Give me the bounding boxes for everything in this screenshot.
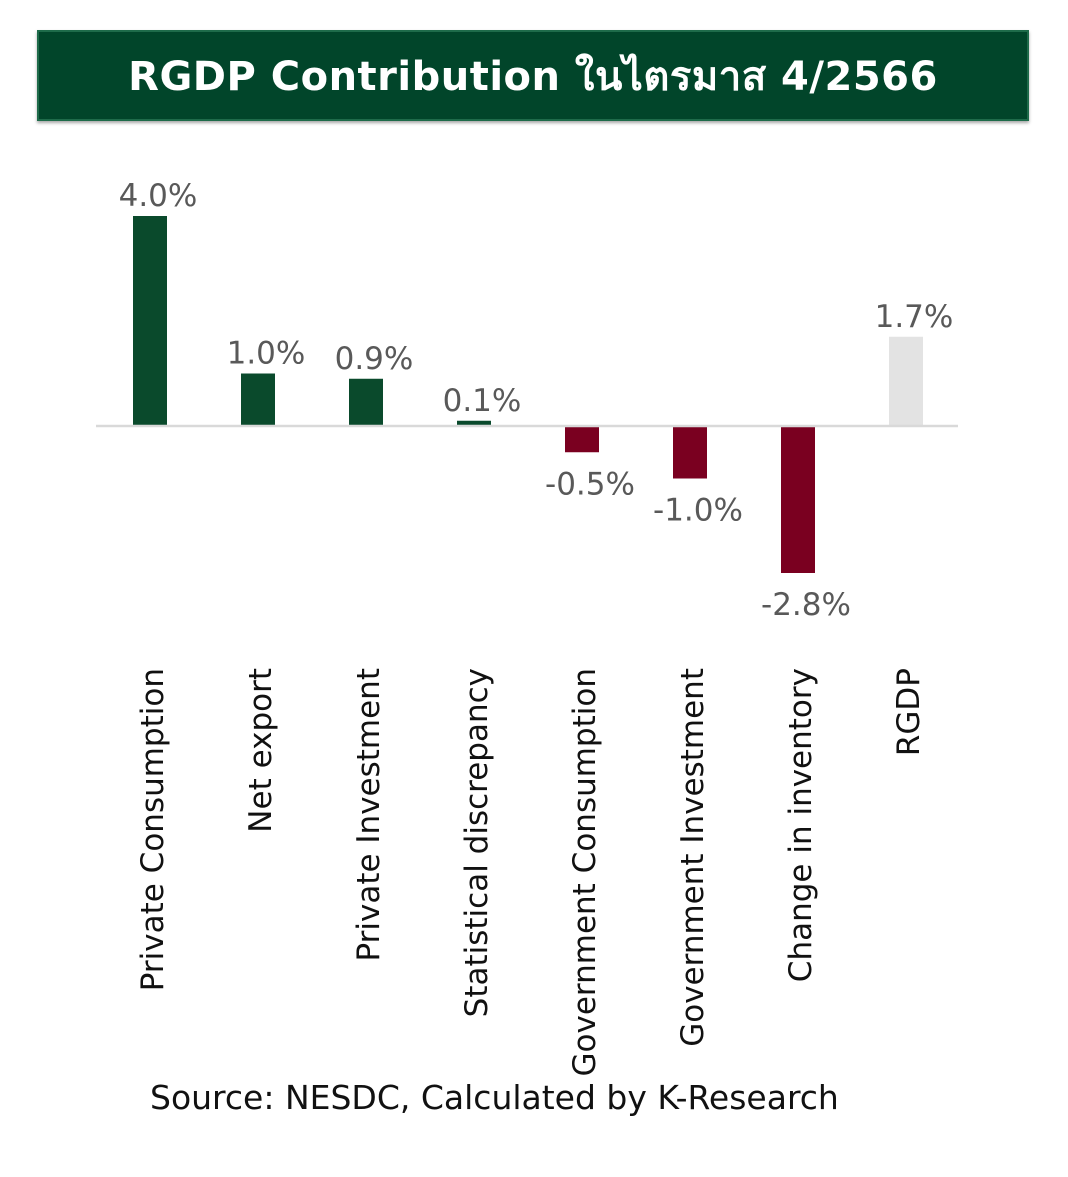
bar <box>457 420 491 426</box>
bar <box>133 216 167 426</box>
data-label: 4.0% <box>119 178 198 214</box>
data-label: 0.9% <box>335 341 414 377</box>
data-label: 1.0% <box>227 336 306 372</box>
data-label: 0.1% <box>443 383 522 419</box>
title-banner: RGDP Contribution ในไตรมาส 4/2566 <box>37 30 1029 121</box>
category-label: Government Investment <box>675 668 711 1047</box>
category-label: Change in inventory <box>783 668 819 982</box>
bar <box>673 426 707 479</box>
category-label: Statistical discrepancy <box>459 668 495 1017</box>
data-label: -1.0% <box>653 493 743 529</box>
chart-title: RGDP Contribution ในไตรมาส 4/2566 <box>128 53 938 100</box>
data-label: -2.8% <box>761 587 851 623</box>
category-label: Private Investment <box>351 668 387 962</box>
category-label: Net export <box>243 668 279 833</box>
bar <box>889 336 923 426</box>
bar <box>565 426 599 453</box>
source-note: Source: NESDC, Calculated by K-Research <box>150 1078 839 1117</box>
bar <box>241 373 275 426</box>
category-label: RGDP <box>891 668 927 756</box>
bar <box>781 426 815 573</box>
data-label: -0.5% <box>545 466 635 502</box>
category-label: Government Consumption <box>567 668 603 1077</box>
bar <box>349 378 383 426</box>
data-label: 1.7% <box>875 299 954 335</box>
category-label: Private Consumption <box>135 668 171 991</box>
